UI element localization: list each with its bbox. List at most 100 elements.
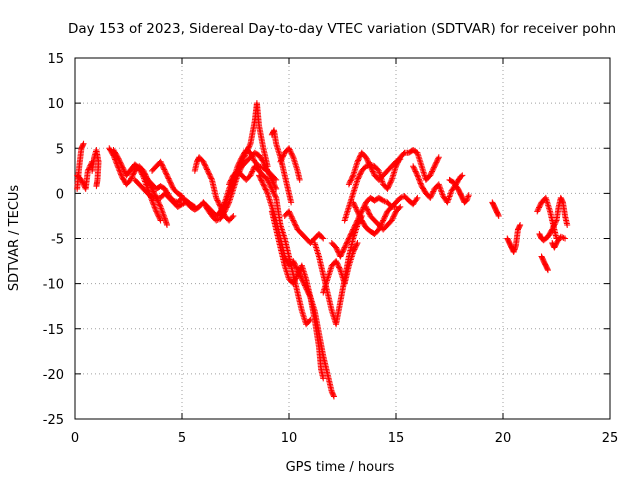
data-point	[263, 187, 270, 194]
data-point	[259, 178, 266, 185]
data-point	[293, 274, 300, 281]
data-point	[351, 246, 358, 253]
data-point	[464, 194, 471, 201]
data-point	[159, 208, 166, 215]
data-point	[163, 171, 170, 178]
data-point	[367, 163, 374, 170]
data-point	[562, 235, 569, 242]
data-point	[435, 181, 442, 188]
data-point	[120, 167, 127, 174]
data-point	[364, 158, 371, 165]
data-point	[464, 196, 471, 203]
data-point	[167, 179, 174, 186]
data-point	[165, 175, 172, 182]
data-point	[347, 177, 354, 184]
data-point	[150, 189, 157, 196]
data-point	[267, 181, 274, 188]
data-point	[164, 174, 171, 181]
data-point	[166, 178, 173, 185]
data-point	[516, 223, 523, 230]
data-point	[357, 170, 364, 177]
data-point	[432, 162, 439, 169]
data-point	[414, 172, 421, 179]
data-point	[354, 208, 361, 215]
data-point	[155, 200, 162, 207]
data-point	[391, 212, 398, 219]
data-point	[417, 180, 424, 187]
data-point	[287, 147, 294, 154]
data-point	[213, 196, 220, 203]
data-point	[390, 213, 397, 220]
data-point	[346, 180, 353, 187]
data-point	[495, 212, 502, 219]
data-point	[289, 151, 296, 158]
data-point	[260, 182, 267, 189]
data-point	[177, 192, 184, 199]
data-point	[380, 197, 387, 204]
data-point	[120, 165, 127, 172]
y-tick-label: 10	[47, 97, 64, 112]
data-point	[286, 209, 293, 216]
data-point	[350, 249, 357, 256]
data-point	[290, 280, 297, 287]
data-point	[116, 158, 123, 165]
data-point	[290, 258, 297, 265]
data-point	[278, 157, 285, 164]
data-point	[366, 162, 373, 169]
data-point	[354, 176, 361, 183]
data-point	[363, 205, 370, 212]
data-point	[559, 234, 566, 241]
data-point	[435, 154, 442, 161]
data-point	[349, 173, 356, 180]
data-point	[415, 175, 422, 182]
data-point	[258, 177, 265, 184]
data-point	[154, 211, 161, 218]
data-point	[289, 152, 296, 159]
data-point	[292, 221, 299, 228]
data-point	[439, 191, 446, 198]
data-point	[411, 167, 418, 174]
data-point	[436, 182, 443, 189]
data-point	[430, 188, 437, 195]
data-point	[353, 218, 360, 225]
data-point	[129, 172, 136, 179]
data-point	[379, 218, 386, 225]
data-point	[427, 171, 434, 178]
data-point	[418, 181, 425, 188]
data-point	[158, 206, 165, 213]
data-point	[263, 189, 270, 196]
data-point	[155, 212, 162, 219]
data-point	[292, 261, 299, 268]
data-point	[352, 245, 359, 252]
data-point	[387, 179, 394, 186]
data-point	[248, 169, 255, 176]
data-point	[356, 212, 363, 219]
data-point	[247, 172, 254, 179]
data-point	[78, 176, 85, 183]
data-point	[343, 240, 350, 247]
data-point	[333, 244, 340, 251]
data-point	[385, 183, 392, 190]
data-point	[286, 145, 292, 152]
data-point	[411, 165, 418, 172]
data-point	[365, 159, 372, 166]
data-point	[159, 162, 166, 169]
data-point	[289, 216, 296, 223]
data-point	[213, 194, 220, 201]
data-point	[368, 165, 375, 172]
data-point	[356, 154, 363, 161]
data-point	[437, 185, 444, 192]
data-point	[268, 184, 275, 191]
data-point	[397, 203, 404, 210]
data-point	[205, 169, 212, 176]
data-point	[170, 197, 177, 204]
data-point	[353, 242, 360, 249]
data-point	[163, 170, 170, 177]
data-point	[386, 181, 393, 188]
data-point	[367, 164, 374, 171]
data-point	[333, 245, 340, 252]
data-point	[290, 218, 297, 225]
data-point	[337, 253, 344, 260]
data-point	[348, 174, 355, 181]
data-point	[80, 141, 87, 148]
